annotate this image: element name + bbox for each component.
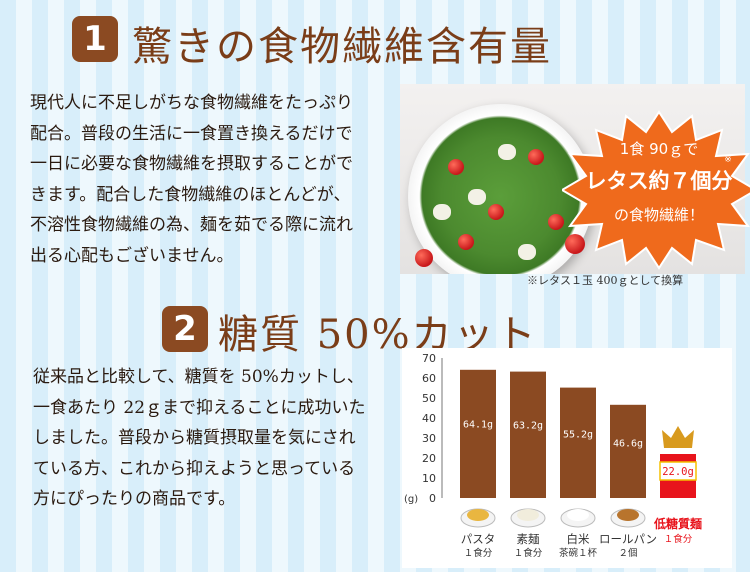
food-icon	[467, 509, 489, 521]
bar-value-label: 46.6g	[613, 439, 643, 450]
section-1-text: 現代人に不足しがちな食物繊維をたっぷり 配合。普段の生活に一食置き換えるだけで …	[30, 88, 353, 271]
bar	[560, 387, 596, 498]
category-label: ロールパン	[599, 532, 657, 546]
y-tick-label: 60	[422, 372, 436, 385]
section-2-text: 従来品と比較して、糖質を 50%カットし、 一食あたり 22ｇまで抑えることに成…	[33, 362, 366, 515]
burst-asterisk: ※	[724, 155, 732, 165]
section-number: 1	[83, 19, 107, 59]
category-label: パスタ	[461, 532, 496, 546]
text-line: 一食あたり 22ｇまで抑えることに成功いた	[33, 397, 366, 418]
category-sublabel: １食分	[664, 533, 693, 545]
y-tick-label: 70	[422, 352, 436, 365]
category-sublabel: １食分	[464, 547, 493, 559]
bar	[610, 404, 646, 498]
y-tick-label: 20	[422, 452, 436, 465]
value-box	[659, 461, 697, 481]
text-line: 出る心配もございません。	[30, 245, 234, 266]
y-tick-label: 10	[422, 472, 436, 485]
y-tick-label: 40	[422, 412, 436, 425]
text-line: しました。普段から糖質摂取量を気にされ	[33, 428, 356, 448]
category-label: 低糖質麺	[653, 516, 702, 531]
food-icon	[567, 509, 589, 521]
text-line: きます。配合した食物繊維のほとんどが、	[30, 184, 351, 205]
conversion-note: ※レタス１玉 400ｇとして換算	[527, 274, 684, 287]
text-line: ている方、これから抑えようと思っている	[33, 458, 356, 479]
food-icon	[517, 509, 539, 521]
burst-line-3: の食物繊維！	[614, 206, 704, 224]
bar	[510, 371, 546, 498]
y-tick-label: 0	[429, 492, 436, 505]
chart-svg: 010203040506070(g)64.1gパスタ１食分63.2g素麺１食分5…	[404, 352, 702, 559]
food-icon	[617, 509, 639, 521]
burst-line-2: レタス約７個分	[586, 169, 733, 193]
category-label: 素麺	[517, 532, 540, 546]
text-line: 従来品と比較して、糖質を 50%カットし、	[33, 367, 364, 387]
category-sublabel: １食分	[514, 547, 543, 559]
section-1-title: 驚きの食物繊維含有量	[132, 24, 552, 70]
text-line: 一日に必要な食物繊維を摂取することがで	[30, 154, 353, 174]
section-number-badge-1: 1	[72, 16, 118, 62]
section-number-badge-2: 2	[162, 306, 208, 352]
bar	[460, 369, 496, 498]
starburst-badge: 1食 90ｇで ※ レタス約７個分 の食物繊維！	[562, 110, 750, 270]
text-line: 配合。普段の生活に一食置き換えるだけで	[30, 123, 353, 144]
y-tick-label: 50	[422, 392, 436, 405]
category-sublabel: 茶碗１杯	[559, 547, 598, 559]
crown-icon	[662, 426, 694, 448]
category-sublabel: ２個	[618, 547, 637, 559]
y-tick-label: 30	[422, 432, 436, 445]
text-line: 不溶性食物繊維の為、麺を茹でる際に流れ	[30, 215, 353, 235]
bar-value-label: 55.2g	[563, 429, 593, 440]
carb-comparison-chart: 0 10 20 30 40 50 60 70 (g) 64.1g パスタ １食分 63.2g 素麺 １食分 5…	[402, 348, 732, 568]
category-label: 白米	[567, 532, 590, 546]
section-number: 2	[173, 309, 197, 349]
y-unit-label: (g)	[404, 494, 418, 505]
bar-value-label: 22.0g	[662, 466, 694, 478]
burst-line-1: 1食 90ｇで	[620, 140, 698, 158]
text-line: 現代人に不足しがちな食物繊維をたっぷり	[30, 93, 353, 113]
text-line: 方にぴったりの商品です。	[33, 489, 236, 509]
bar-value-label: 63.2g	[513, 420, 543, 431]
bar-value-label: 64.1g	[463, 419, 493, 430]
